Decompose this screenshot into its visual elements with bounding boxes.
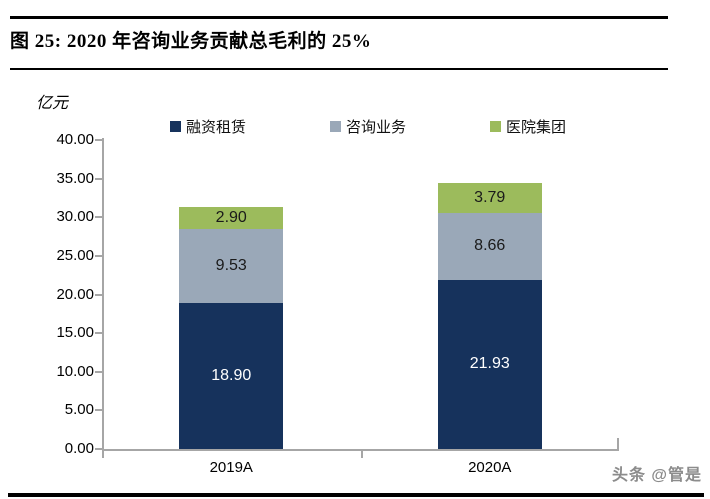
legend-label: 融资租赁 (186, 119, 247, 136)
y-axis-tick-label: 15.00 (56, 324, 94, 342)
y-axis-tick (95, 177, 103, 180)
bar-segment: 9.53 (179, 229, 284, 303)
y-axis-tick-label: 5.00 (64, 401, 94, 419)
bottom-rule (8, 493, 704, 497)
legend-swatch-icon (170, 120, 181, 132)
y-axis-tick (95, 370, 103, 373)
bar-segment: 21.93 (437, 279, 542, 449)
y-axis-tick (95, 448, 103, 450)
y-axis-tick-label: 30.00 (56, 208, 94, 226)
legend-swatch-icon (490, 120, 501, 132)
y-axis-tick-label: 20.00 (56, 285, 94, 303)
bar-segment: 18.90 (179, 302, 284, 449)
y-axis-tick-label: 35.00 (56, 169, 94, 187)
chart-legend: 融资租赁 咨询业务 医院集团 (0, 118, 710, 136)
legend-swatch-icon (330, 120, 341, 132)
y-axis-tick (95, 332, 103, 335)
x-axis-category-label: 2020A (468, 459, 512, 476)
y-axis-tick-label: 10.00 (56, 362, 94, 380)
watermark: 头条 @管是 (611, 467, 702, 484)
y-axis-tick (95, 216, 103, 219)
y-axis-tick-label: 0.00 (64, 440, 94, 457)
stacked-bar-2020A: 3.79 8.66 21.93 (437, 183, 542, 449)
y-axis-tick (95, 293, 103, 296)
x-axis-category-label: 2019A (209, 459, 253, 476)
legend-item-咨询业务: 咨询业务 (330, 118, 407, 136)
x-axis-tick (102, 449, 104, 458)
legend-item-融资租赁: 融资租赁 (170, 118, 247, 136)
bar-segment: 2.90 (179, 206, 284, 230)
legend-item-医院集团: 医院集团 (490, 118, 567, 136)
figure-title: 图 25: 2020 年咨询业务贡献总毛利的 25% (10, 31, 372, 52)
title-underline-rule (10, 68, 668, 70)
y-axis-line (102, 138, 104, 451)
legend-label: 医院集团 (506, 119, 567, 136)
x-axis-end-tick (617, 438, 619, 451)
y-axis-tick-label: 40.00 (56, 131, 94, 148)
bar-segment: 3.79 (437, 183, 542, 213)
stacked-bar-2019A: 2.90 9.53 18.90 (179, 206, 284, 449)
legend-label: 咨询业务 (346, 119, 407, 136)
y-axis-tick-label: 25.00 (56, 246, 94, 264)
y-axis-tick (95, 139, 103, 141)
bar-segment: 8.66 (437, 212, 542, 280)
y-axis-tick (95, 409, 103, 412)
top-rule (10, 16, 668, 19)
y-axis-unit-label: 亿元 (36, 95, 69, 112)
y-axis-tick (95, 254, 103, 257)
x-axis-tick (360, 449, 363, 458)
